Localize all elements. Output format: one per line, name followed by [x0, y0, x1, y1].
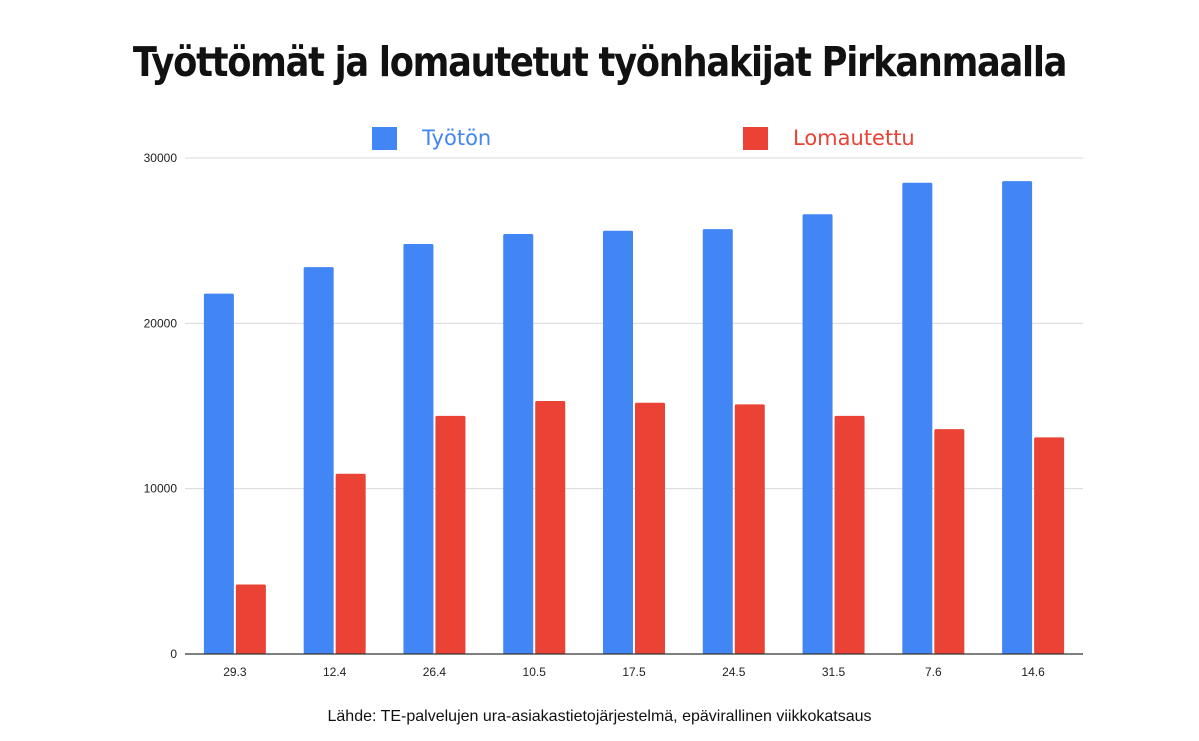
bar-tyoton: [1002, 181, 1033, 654]
legend-swatch-lomautettu: [743, 126, 768, 150]
bar-lomautettu: [635, 402, 665, 654]
x-tick-label: 17.5: [622, 665, 646, 679]
legend-label-lomautettu: Lomautettu: [793, 126, 915, 150]
bar-tyoton: [403, 243, 434, 654]
legend-label-tyoton: Työtön: [422, 126, 492, 150]
bar-tyoton: [802, 214, 833, 655]
bar-lomautettu: [535, 401, 566, 654]
legend-item-tyoton: Työtön: [372, 124, 491, 152]
x-tick-label: 24.5: [722, 665, 746, 679]
bar-tyoton: [503, 234, 534, 654]
bar-tyoton: [902, 182, 933, 655]
y-tick-label: 0: [170, 647, 177, 661]
legend-swatch-tyoton: [372, 126, 397, 150]
bar-lomautettu: [435, 415, 466, 654]
bar-tyoton: [203, 293, 234, 654]
bar-lomautettu: [235, 584, 266, 654]
y-tick-label: 20000: [144, 316, 178, 330]
bar-tyoton: [303, 267, 334, 654]
bar-lomautettu: [1034, 437, 1065, 654]
x-tick-label: 31.5: [822, 665, 846, 679]
x-tick-label: 14.6: [1021, 665, 1045, 679]
legend-item-lomautettu: Lomautettu: [743, 124, 915, 152]
source-note: Lähde: TE-palvelujen ura-asiakastietojär…: [327, 708, 872, 725]
x-tick-label: 12.4: [323, 665, 347, 679]
x-tick-label: 26.4: [423, 665, 447, 679]
y-tick-label: 30000: [144, 151, 178, 165]
bar-lomautettu: [335, 473, 366, 654]
chart-title: Työttömät ja lomautetut työnhakijat Pirk…: [132, 38, 1068, 86]
bar-lomautettu: [834, 415, 865, 654]
bar-lomautettu: [934, 429, 965, 654]
bar-lomautettu: [734, 404, 765, 654]
bar-tyoton: [603, 230, 633, 654]
y-tick-label: 10000: [144, 482, 178, 496]
x-tick-label: 10.5: [523, 665, 547, 679]
x-tick-label: 7.6: [925, 665, 942, 679]
x-tick-label: 29.3: [223, 665, 247, 679]
bar-tyoton: [702, 229, 733, 655]
